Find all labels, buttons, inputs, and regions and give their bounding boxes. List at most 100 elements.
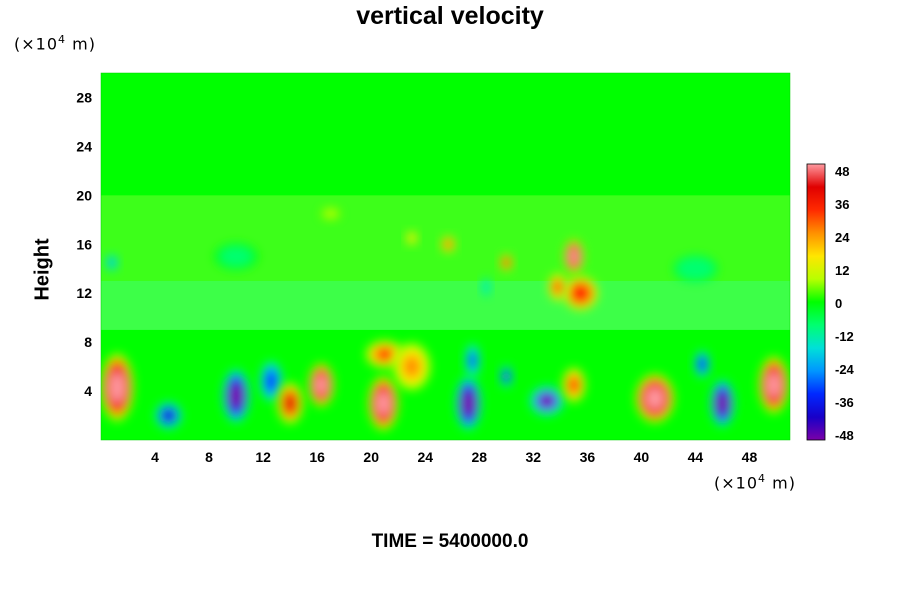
colorbar-tick-label: 24 <box>835 230 850 245</box>
contour-level <box>109 258 115 267</box>
contour-level <box>462 391 475 416</box>
contour-level <box>284 394 296 413</box>
colorbar-tick-label: -12 <box>835 329 854 344</box>
updraft-cell <box>319 206 342 221</box>
plot-frame <box>100 72 791 441</box>
updraft-cell <box>406 231 417 245</box>
y-tick-label: 8 <box>84 334 92 350</box>
x-tick-labels: 4 8 12 16 20 24 28 32 36 40 44 48 <box>151 449 757 465</box>
downdraft-cell <box>500 365 513 388</box>
y-tick-labels: 4 8 12 16 20 24 28 <box>76 89 92 399</box>
updraft-cell <box>277 383 303 424</box>
updraft-cell <box>500 254 513 271</box>
contour-level <box>376 348 394 361</box>
background-band <box>101 195 790 330</box>
contour-level <box>646 387 664 410</box>
contour-level <box>225 250 247 263</box>
contour-level <box>698 358 706 371</box>
updraft-cell <box>368 376 399 431</box>
contour-level <box>403 355 421 378</box>
y-axis-unit: (×104 m) <box>14 33 96 54</box>
downdraft-cell <box>222 369 250 423</box>
downdraft-cell <box>673 255 718 283</box>
x-tick-label: 28 <box>471 449 487 465</box>
contour-level <box>569 248 579 265</box>
contour-level <box>376 391 391 416</box>
x-tick-label: 32 <box>526 449 542 465</box>
updraft-cell <box>635 374 675 423</box>
updraft-cell <box>366 340 404 368</box>
contour-level <box>503 258 509 267</box>
updraft-cell <box>564 239 584 274</box>
updraft-cell <box>562 368 585 402</box>
x-axis-unit: (×104 m) <box>714 472 796 493</box>
downdraft-cell <box>213 243 259 270</box>
plot-area <box>101 73 790 440</box>
downdraft-cell <box>481 276 491 298</box>
contour-level <box>539 394 555 408</box>
updraft-cell <box>441 236 455 253</box>
background-band <box>101 280 790 330</box>
updraft-cell <box>548 273 567 301</box>
colorbar-tick-label: 36 <box>835 197 849 212</box>
y-tick-label: 12 <box>76 285 92 301</box>
y-tick-label: 24 <box>76 138 92 154</box>
downdraft-cell <box>465 343 480 378</box>
contour-level <box>767 372 781 398</box>
updraft-cell <box>101 353 134 422</box>
time-label: TIME = 5400000.0 <box>371 531 529 552</box>
updraft-cell <box>563 276 598 311</box>
y-tick-label: 16 <box>76 236 92 252</box>
contour-level <box>325 210 336 217</box>
chart-title: vertical velocity <box>356 2 544 30</box>
contour-level <box>409 235 415 242</box>
y-tick-label: 20 <box>76 187 92 203</box>
colorbar-tick-label: -48 <box>835 428 854 443</box>
x-tick-label: 4 <box>151 449 159 465</box>
x-tick-label: 40 <box>634 449 650 465</box>
contour-level <box>109 372 125 403</box>
x-tick-label: 24 <box>417 449 433 465</box>
contour-level <box>685 262 706 275</box>
colorbar-tick-label: -36 <box>835 395 854 410</box>
colorbar-tick-label: -24 <box>835 362 855 377</box>
contour-level <box>568 377 579 393</box>
contour-level <box>572 285 589 301</box>
downdraft-cell <box>105 254 118 271</box>
downdraft-cell <box>710 379 735 427</box>
x-tick-label: 16 <box>309 449 325 465</box>
colorbar-tick-label: 0 <box>835 296 842 311</box>
velocity-features <box>101 195 790 431</box>
contour-level <box>266 372 277 391</box>
x-tick-label: 8 <box>205 449 213 465</box>
updraft-cell <box>393 343 431 391</box>
updraft-cell <box>308 363 334 407</box>
y-tick-label: 28 <box>76 89 92 105</box>
contour-level <box>315 375 327 395</box>
downdraft-cell <box>529 386 564 416</box>
x-tick-label: 36 <box>580 449 596 465</box>
updraft-cell <box>758 356 789 414</box>
contour-level <box>469 352 476 369</box>
colorbar: 48 36 24 12 0 -12 -24 -36 -48 <box>806 163 855 443</box>
colorbar-tick-labels: 48 36 24 12 0 -12 -24 -36 -48 <box>835 164 855 443</box>
x-tick-label: 48 <box>742 449 758 465</box>
downdraft-cell <box>455 376 482 431</box>
contour-level <box>553 280 562 294</box>
x-tick-label: 44 <box>688 449 704 465</box>
contour-level <box>717 392 728 415</box>
downdraft-cell <box>694 350 710 378</box>
colorbar-tick-label: 48 <box>835 164 849 179</box>
contour-level <box>162 409 175 422</box>
contour-level <box>484 282 489 292</box>
downdraft-cell <box>260 361 283 402</box>
y-tick-label: 4 <box>84 383 92 399</box>
colorbar-bar <box>806 163 826 441</box>
contour-level <box>445 240 452 248</box>
colorbar-tick-label: 12 <box>835 263 849 278</box>
x-tick-label: 20 <box>363 449 379 465</box>
contour-level <box>230 383 243 409</box>
x-tick-label: 12 <box>255 449 271 465</box>
downdraft-cell <box>155 402 182 429</box>
